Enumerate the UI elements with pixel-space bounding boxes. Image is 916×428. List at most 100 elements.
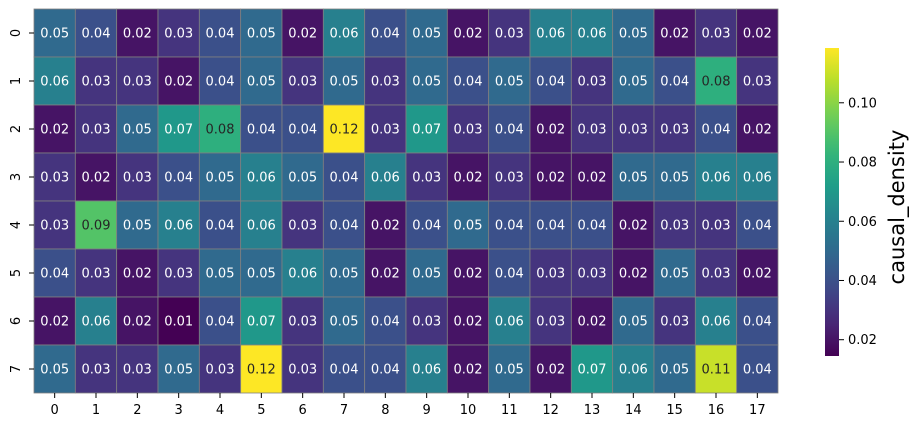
cell-value-label: 0.03 [536, 267, 565, 282]
heatmap-cell [570, 152, 614, 202]
cell-value-label: 0.02 [536, 363, 565, 378]
cell-value-label: 0.04 [495, 267, 524, 282]
heatmap-cell [240, 344, 283, 394]
cell-value-label: 0.02 [40, 315, 69, 330]
cell-value-label: 0.05 [40, 363, 69, 378]
x-tick-label: 1 [92, 403, 100, 418]
cell-value-label: 0.02 [454, 363, 483, 378]
heatmap-cell [653, 200, 696, 250]
cell-value-label: 0.04 [330, 363, 359, 378]
heatmap-cell-labels: 0.05 0.04 0.02 0.03 0.04 0.05 0.02 0.06 0.04 0.05… [40, 27, 772, 378]
cell-value-label: 0.07 [247, 315, 276, 330]
cell-value-label: 0.04 [206, 27, 235, 42]
cell-value-label: 0.12 [247, 363, 276, 378]
cell-value-label: 0.05 [412, 27, 441, 42]
heatmap-cell [736, 152, 779, 202]
x-tick-label: 13 [584, 403, 601, 418]
cell-value-label: 0.05 [454, 219, 483, 234]
colorbar: 0.02 0.04 0.06 0.08 0.10 [825, 48, 877, 356]
heatmap-cell [736, 104, 779, 154]
heatmap-cell [322, 296, 366, 346]
colorbar-tick-label: 0.08 [848, 156, 877, 171]
heatmap-cell [116, 344, 159, 394]
cell-value-label: 0.03 [123, 363, 152, 378]
cell-value-label: 0.05 [330, 75, 359, 90]
cell-value-label: 0.05 [330, 267, 359, 282]
heatmap-cell [488, 296, 531, 346]
colorbar-gradient [825, 48, 839, 356]
heatmap-cell [74, 8, 118, 58]
heatmap-cell [529, 200, 572, 250]
cell-value-label: 0.05 [412, 75, 441, 90]
x-tick-label: 16 [708, 403, 725, 418]
colorbar-tick-label: 0.06 [848, 215, 877, 230]
heatmap-cell [653, 152, 696, 202]
heatmap-cell [612, 296, 655, 346]
heatmap-cell [446, 104, 490, 154]
cell-value-label: 0.06 [40, 75, 69, 90]
cell-value-label: 0.03 [82, 123, 111, 138]
y-tick-label: 0 [9, 29, 24, 37]
heatmap-cell [612, 152, 655, 202]
y-tick-label: 6 [9, 317, 24, 325]
cell-value-label: 0.02 [454, 27, 483, 42]
x-tick-label: 12 [542, 403, 559, 418]
heatmap-cell [612, 104, 655, 154]
heatmap-cell [405, 296, 448, 346]
cell-value-label: 0.01 [164, 315, 193, 330]
x-axis: 0 1 2 3 4 5 6 7 8 9 10 11 12 13 14 15 16 17 [51, 393, 766, 418]
cell-value-label: 0.03 [123, 75, 152, 90]
cell-value-label: 0.05 [206, 171, 235, 186]
cell-value-label: 0.03 [495, 27, 524, 42]
cell-value-label: 0.05 [288, 171, 317, 186]
cell-value-label: 0.06 [578, 27, 607, 42]
heatmap-cell [198, 152, 242, 202]
heatmap-cell [612, 248, 655, 298]
heatmap-cell [74, 296, 118, 346]
y-tick-label: 3 [9, 173, 24, 181]
cell-value-label: 0.03 [82, 363, 111, 378]
cell-value-label: 0.05 [247, 267, 276, 282]
cell-value-label: 0.12 [330, 123, 359, 138]
heatmap-cell [33, 56, 76, 106]
heatmap-cell [694, 248, 738, 298]
cell-value-label: 0.02 [454, 315, 483, 330]
cell-value-label: 0.04 [454, 75, 483, 90]
cell-value-label: 0.05 [660, 171, 689, 186]
heatmap-cell [198, 296, 242, 346]
cell-value-label: 0.02 [578, 171, 607, 186]
heatmap-cell [364, 248, 407, 298]
cell-value-label: 0.06 [619, 363, 648, 378]
cell-value-label: 0.04 [206, 315, 235, 330]
heatmap-cell [736, 296, 779, 346]
cell-value-label: 0.04 [536, 75, 565, 90]
cell-value-label: 0.02 [82, 171, 111, 186]
cell-value-label: 0.06 [82, 315, 111, 330]
heatmap-cell [488, 248, 531, 298]
cell-value-label: 0.04 [164, 171, 193, 186]
heatmap-cell [405, 8, 448, 58]
heatmap-cell [529, 152, 572, 202]
heatmap-cell [281, 104, 324, 154]
y-axis: 0 1 2 3 4 5 6 7 [9, 29, 34, 373]
heatmap-cell [529, 56, 572, 106]
cell-value-label: 0.02 [40, 123, 69, 138]
heatmap-cell [570, 8, 614, 58]
cell-value-label: 0.03 [82, 267, 111, 282]
cell-value-label: 0.06 [536, 27, 565, 42]
colorbar-tick-label: 0.02 [848, 333, 877, 348]
cell-value-label: 0.06 [330, 27, 359, 42]
y-tick-label: 2 [9, 125, 24, 133]
heatmap-cell [529, 104, 572, 154]
heatmap-cell [74, 152, 118, 202]
heatmap-cell [116, 8, 159, 58]
cell-value-label: 0.08 [702, 75, 731, 90]
cell-value-label: 0.05 [123, 123, 152, 138]
heatmap-cell [570, 296, 614, 346]
heatmap-cells [33, 8, 779, 394]
cell-value-label: 0.02 [743, 123, 772, 138]
heatmap-cell [33, 152, 76, 202]
heatmap-cell [694, 344, 738, 394]
heatmap-cell [364, 104, 407, 154]
